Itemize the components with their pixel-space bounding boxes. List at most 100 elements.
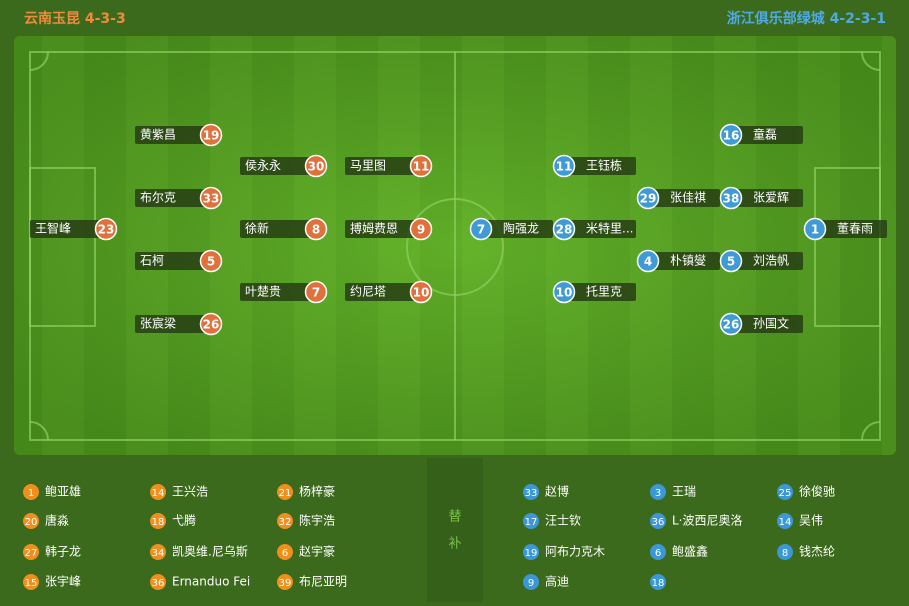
player-pill [135, 252, 207, 270]
sub-name: 唐淼 [45, 513, 69, 528]
sub-badge [277, 544, 293, 560]
sub-badge [150, 574, 166, 590]
sub-name: 赵博 [545, 484, 569, 499]
player-name: 马里图 [350, 159, 386, 173]
sub-name: 高迪 [545, 574, 569, 589]
sub-number: 36 [152, 578, 165, 589]
player-name: 石柯 [140, 254, 164, 268]
sub-number: 18 [652, 578, 665, 589]
player-badge [552, 154, 576, 178]
sub-badge [277, 484, 293, 500]
player-number: 8 [312, 223, 320, 237]
player-badge [636, 249, 660, 273]
player-badge [552, 280, 576, 304]
sub-badge [150, 513, 166, 529]
sub-number: 14 [152, 488, 165, 499]
sub-number: 1 [28, 488, 34, 499]
player-number: 10 [556, 286, 573, 300]
player-badge [409, 280, 433, 304]
sub-number: 6 [655, 548, 661, 559]
sub-name: 吴伟 [799, 514, 823, 528]
sub-number: 3 [655, 488, 661, 499]
sub-badge [650, 544, 666, 560]
sub-name: Ernanduo Fei [172, 575, 250, 589]
player-pill [240, 283, 312, 301]
player-badge [199, 312, 223, 336]
player-name: 黄紫昌 [140, 128, 176, 142]
subs-column [427, 458, 483, 602]
player-name: 布尔克 [140, 190, 176, 205]
player-number: 11 [556, 160, 573, 174]
player-pill [30, 220, 102, 238]
sub-badge [23, 574, 39, 590]
away-title: 浙江俱乐部绿城 4-2-3-1 [727, 10, 886, 27]
player-number: 1 [811, 223, 819, 237]
player-pill [568, 283, 636, 301]
player-name: 约尼塔 [350, 284, 386, 299]
sub-number: 25 [779, 488, 792, 499]
sub-badge [23, 544, 39, 560]
player-badge [719, 249, 743, 273]
player-number: 29 [640, 192, 657, 206]
player-number: 23 [98, 223, 115, 237]
sub-name: 王兴浩 [172, 485, 208, 499]
sub-badge [150, 544, 166, 560]
sub-number: 6 [282, 548, 288, 559]
sub-badge [650, 513, 666, 529]
home-title: 云南玉昆 4-3-3 [24, 10, 126, 27]
player-number: 5 [727, 255, 735, 269]
player-pill [735, 252, 803, 270]
player-badge [304, 280, 328, 304]
player-pill [735, 189, 803, 207]
player-number: 5 [207, 255, 215, 269]
sub-name: 布尼亚明 [299, 575, 347, 589]
player-pill [240, 157, 312, 175]
sub-number: 39 [279, 578, 292, 589]
player-number: 16 [723, 129, 740, 143]
player-badge [94, 217, 118, 241]
player-name: 朴镇燮 [670, 253, 706, 268]
sub-number: 32 [279, 517, 292, 528]
player-number: 4 [644, 255, 652, 269]
sub-badge [777, 544, 793, 560]
player-number: 10 [413, 286, 430, 300]
player-name: 孙国文 [753, 316, 789, 331]
sub-badge [277, 574, 293, 590]
player-name: 叶楚贵 [245, 285, 281, 299]
player-number: 33 [203, 192, 220, 206]
player-badge [304, 217, 328, 241]
player-name: 张宸梁 [140, 316, 176, 331]
player-pill [652, 252, 720, 270]
sub-number: 33 [525, 488, 538, 499]
player-pill [735, 126, 803, 144]
player-number: 9 [417, 223, 425, 237]
player-badge [304, 154, 328, 178]
sub-name: 凯奥维.尼乌斯 [172, 544, 248, 559]
sub-badge [650, 574, 666, 590]
subs-label: 替 [448, 510, 461, 525]
sub-badge [777, 484, 793, 500]
subs-label: 补 [448, 537, 461, 552]
sub-name: L·波西尼奥洛 [672, 513, 743, 528]
sub-name: 鲍亚雄 [45, 484, 81, 499]
player-name: 刘浩帆 [753, 253, 789, 268]
sub-number: 36 [652, 517, 665, 528]
player-pill [345, 157, 417, 175]
sub-name: 弋腾 [172, 513, 196, 528]
sub-name: 鲍盛鑫 [672, 544, 708, 559]
player-name: 王钰栋 [586, 158, 622, 173]
player-pill [485, 220, 553, 238]
player-name: 搏姆费恩 [350, 222, 398, 236]
pitch-lines [29, 51, 881, 441]
player-badge [469, 217, 493, 241]
sub-number: 17 [525, 517, 538, 528]
sub-badge [650, 484, 666, 500]
sub-name: 陈宇浩 [299, 513, 335, 528]
player-name: 托里克 [586, 285, 622, 299]
player-pill [652, 189, 720, 207]
player-badge [719, 123, 743, 147]
sub-number: 15 [25, 578, 38, 589]
player-name: 张爱辉 [753, 191, 789, 205]
sub-number: 9 [528, 578, 534, 589]
